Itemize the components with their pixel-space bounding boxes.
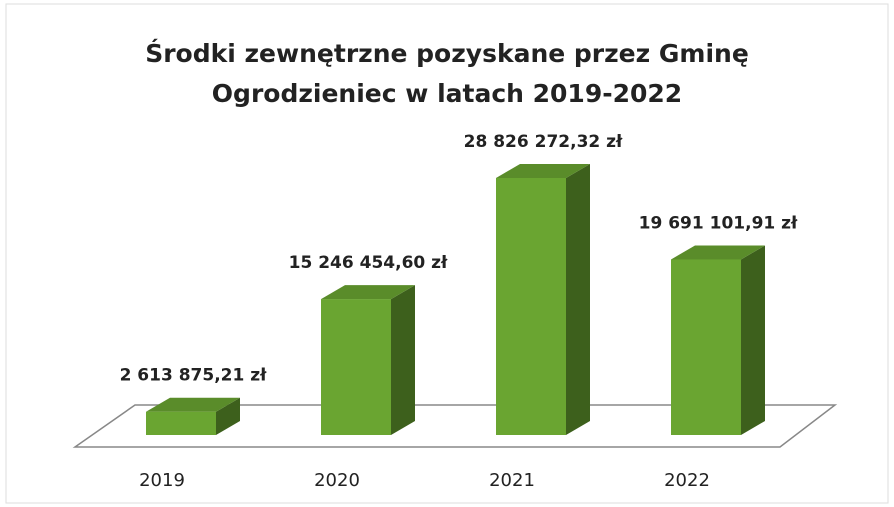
bar	[146, 411, 216, 435]
x-tick-label: 2021	[489, 470, 535, 491]
value-label: 28 826 272,32 zł	[464, 132, 623, 152]
bar-top	[671, 245, 765, 260]
x-tick-label: 2020	[314, 470, 360, 491]
bar-top	[146, 397, 240, 412]
bar-top	[496, 164, 590, 178]
bar-side	[566, 164, 590, 435]
bar-side	[741, 245, 765, 435]
value-label: 19 691 101,91 zł	[639, 213, 798, 233]
bar-side	[391, 285, 415, 435]
value-label: 15 246 454,60 zł	[289, 253, 448, 273]
floor	[72, 404, 838, 448]
frame	[5, 3, 889, 504]
bar	[321, 299, 391, 435]
x-tick-label: 2019	[139, 470, 185, 491]
x-tick-label: 2022	[664, 470, 710, 491]
value-label: 2 613 875,21 zł	[120, 366, 268, 386]
bar-side	[216, 397, 240, 435]
chart-title: Środki zewnętrzne pozyskane przez Gminę …	[145, 39, 749, 108]
bar	[496, 178, 566, 435]
bar	[671, 259, 741, 435]
bar-top	[321, 285, 415, 300]
